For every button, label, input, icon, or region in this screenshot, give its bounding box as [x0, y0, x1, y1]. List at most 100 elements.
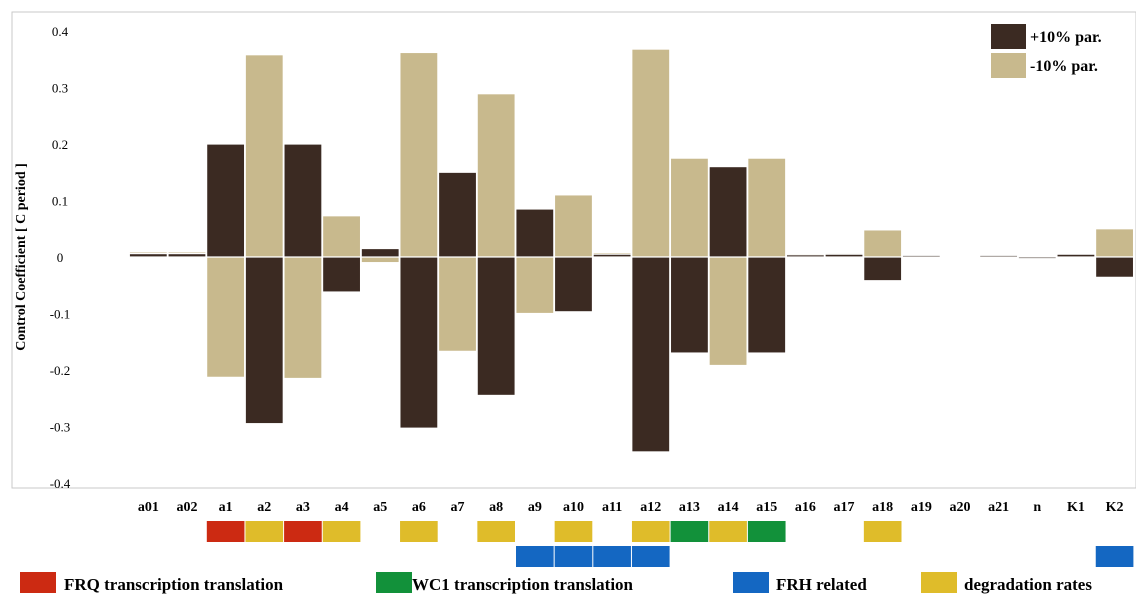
category-label: a10 — [563, 500, 584, 515]
group-block-frh — [1095, 546, 1134, 567]
bar-minus10-a13 — [669, 157, 710, 258]
category-label: K2 — [1106, 500, 1124, 515]
y-tick-label: 0.2 — [52, 137, 68, 152]
category-label: a18 — [872, 500, 893, 515]
y-axis-ticks: 0.4 0.3 0.2 0.1 0 -0.1 -0.2 -0.3 -0.4 — [50, 24, 71, 491]
group-legend-label: FRQ transcription translation — [64, 575, 284, 594]
bar-plus10-a14 — [708, 166, 748, 258]
bar-plus10-a8 — [476, 256, 516, 397]
category-label: a02 — [176, 500, 197, 515]
y-tick-label: -0.1 — [50, 307, 71, 322]
category-label: a7 — [451, 500, 465, 515]
bar-minus10-a2 — [244, 54, 284, 258]
group-block-frh — [593, 546, 631, 567]
bar-plus10-a3 — [283, 143, 323, 258]
category-label: K1 — [1067, 500, 1085, 515]
bar-plus10-a2 — [244, 256, 284, 425]
bar-minus10-a6 — [399, 51, 439, 258]
bar-plus10-a13 — [669, 256, 710, 354]
bar-minus10-a15 — [747, 157, 787, 258]
bar-minus10-a1 — [206, 256, 246, 378]
series-legend: +10% par. -10% par. — [991, 24, 1102, 78]
category-label: a12 — [640, 500, 661, 515]
category-label: a19 — [911, 500, 932, 515]
group-block-frq — [284, 521, 322, 542]
bar-plus10-a11 — [592, 253, 632, 258]
bar-plus10-a5 — [360, 247, 400, 258]
bar-plus10-K2 — [1094, 256, 1135, 278]
category-label: a2 — [257, 500, 271, 515]
bar-plus10-a1 — [206, 143, 246, 258]
group-block-deg — [863, 521, 902, 542]
bar-minus10-a14 — [708, 256, 748, 367]
group-block-deg — [400, 521, 438, 542]
bar-minus10-a10 — [553, 194, 594, 258]
legend-swatch — [991, 53, 1026, 78]
group-block-deg — [322, 521, 361, 542]
category-label: a6 — [412, 500, 426, 515]
y-tick-label: 0.4 — [52, 24, 69, 39]
group-block-deg — [554, 521, 593, 542]
bar-minus10-a12 — [631, 48, 671, 258]
bar-minus10-a7 — [437, 256, 478, 352]
bar-plus10-a4 — [321, 256, 362, 293]
category-label: n — [1033, 500, 1041, 515]
y-tick-label: -0.2 — [50, 363, 71, 378]
bar-minus10-a5 — [360, 256, 400, 264]
bars — [128, 48, 1135, 453]
bar-plus10-a01 — [128, 253, 168, 258]
bar-plus10-a9 — [515, 208, 555, 258]
group-block-wc1 — [747, 521, 786, 542]
bar-plus10-a21 — [979, 254, 1019, 258]
bar-minus10-a18 — [863, 229, 903, 258]
bar-plus10-K1 — [1056, 253, 1096, 258]
category-label: a13 — [679, 500, 700, 515]
y-tick-label: 0.3 — [52, 81, 68, 96]
bar-plus10-n — [1017, 256, 1057, 260]
category-label: a16 — [795, 500, 816, 515]
bar-plus10-a12 — [631, 256, 671, 453]
category-label: a3 — [296, 500, 310, 515]
group-block-deg — [631, 521, 670, 542]
group-color-blocks — [206, 521, 1134, 567]
category-label: a15 — [756, 500, 777, 515]
bar-minus10-a8 — [476, 93, 516, 258]
group-legend: FRQ transcription translation WC1 transcr… — [20, 572, 1092, 594]
category-label: a1 — [219, 500, 233, 515]
bar-plus10-a02 — [167, 253, 207, 258]
group-legend-label: FRH related — [776, 575, 867, 594]
legend-label: -10% par. — [1030, 58, 1098, 75]
category-label: a5 — [373, 500, 387, 515]
y-tick-label: -0.3 — [50, 420, 71, 435]
category-label: a20 — [949, 500, 970, 515]
plot-frame — [11, 11, 1136, 489]
bar-plus10-a19 — [901, 254, 941, 258]
group-block-frh — [554, 546, 593, 567]
group-legend-swatch — [20, 572, 56, 593]
y-axis-label: Control Coefficient [ C period ] — [14, 163, 29, 351]
bar-plus10-a20 — [940, 255, 980, 258]
legend-swatch — [991, 24, 1026, 49]
group-legend-swatch — [733, 572, 769, 593]
y-tick-label: 0 — [57, 250, 64, 265]
bar-plus10-a15 — [747, 256, 787, 354]
group-block-wc1 — [670, 521, 709, 542]
group-legend-swatch — [376, 572, 412, 593]
group-block-frh — [631, 546, 670, 567]
group-block-deg — [709, 521, 747, 542]
category-label: a8 — [489, 500, 503, 515]
category-label: a01 — [138, 500, 159, 515]
legend-label: +10% par. — [1030, 29, 1102, 46]
group-legend-swatch — [921, 572, 957, 593]
bar-plus10-a7 — [437, 171, 478, 258]
y-tick-label: -0.4 — [50, 476, 71, 491]
category-labels: a01 a02 a1 a2 a3 a4 a5 a6 a7 a8 a9 a10 a11 a12 a13 a14 a… — [138, 500, 1124, 515]
category-label: a14 — [718, 500, 739, 515]
bar-minus10-a9 — [515, 256, 555, 315]
group-block-deg — [245, 521, 284, 542]
group-legend-label: WC1 transcription translation — [412, 575, 634, 594]
bar-plus10-a10 — [553, 256, 594, 313]
bar-minus10-a3 — [283, 256, 323, 380]
bar-plus10-a6 — [399, 256, 439, 429]
